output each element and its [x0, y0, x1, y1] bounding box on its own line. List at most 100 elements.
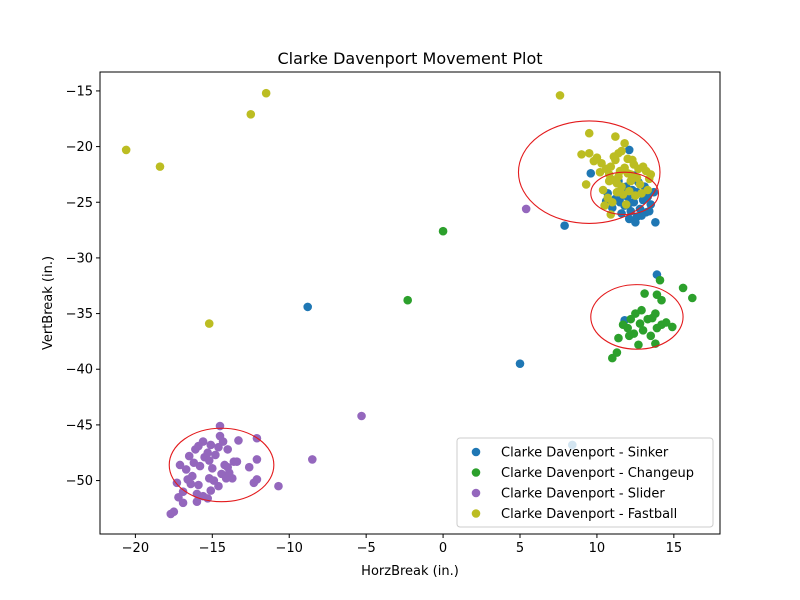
data-point	[189, 458, 199, 468]
data-point	[618, 320, 628, 330]
data-point	[611, 132, 620, 141]
data-point	[624, 186, 634, 196]
data-point	[234, 436, 243, 445]
y-tick-label: −15	[66, 84, 93, 99]
data-point	[624, 145, 634, 155]
legend-marker	[471, 509, 481, 518]
y-axis: −15 −20 −25 −30 −35 −40 −45 −50	[66, 84, 100, 489]
data-point	[678, 283, 688, 293]
y-tick-label: −45	[66, 418, 93, 433]
data-point	[261, 88, 271, 98]
x-tick-label: −20	[122, 541, 149, 556]
y-tick-label: −20	[66, 140, 93, 155]
data-point	[175, 460, 185, 470]
data-point	[218, 437, 228, 446]
data-point	[595, 167, 605, 177]
data-point	[643, 185, 652, 195]
data-point	[651, 309, 660, 318]
data-point	[303, 302, 312, 312]
data-point	[308, 455, 317, 464]
series-1	[403, 226, 697, 363]
data-point	[515, 359, 525, 368]
legend-entry: Clarke Davenport - Fastball	[501, 507, 677, 522]
data-point	[621, 200, 631, 209]
data-point	[646, 331, 656, 341]
data-point	[246, 110, 256, 119]
legend: Clarke Davenport - Sinker Clarke Davenpor…	[456, 437, 714, 528]
data-point	[172, 478, 182, 488]
data-point	[581, 180, 591, 189]
data-point	[215, 421, 225, 431]
x-tick-label: −5	[357, 541, 376, 556]
data-point	[555, 91, 565, 100]
series-3	[121, 88, 656, 328]
data-point	[609, 152, 619, 161]
data-point	[244, 462, 254, 472]
data-point	[652, 290, 662, 299]
data-point	[274, 481, 283, 491]
data-point	[208, 464, 217, 473]
data-point	[209, 476, 219, 485]
x-tick-label: 0	[439, 541, 447, 556]
y-tick-label: −40	[66, 363, 93, 378]
legend-marker	[471, 468, 481, 477]
data-point	[600, 201, 609, 210]
data-point	[204, 456, 214, 465]
data-point	[183, 475, 192, 484]
data-point	[651, 217, 660, 227]
data-point	[121, 145, 131, 155]
data-point	[661, 318, 671, 327]
x-axis: −20 −15 −10 −5 0 5 10 15	[122, 534, 682, 556]
data-point	[204, 319, 214, 328]
data-point	[623, 154, 632, 164]
data-point	[617, 209, 626, 218]
data-point	[626, 170, 636, 179]
data-point	[357, 411, 366, 421]
data-point	[403, 295, 412, 305]
x-tick-label: 5	[516, 541, 524, 556]
legend-marker	[471, 488, 481, 498]
data-point	[166, 509, 176, 519]
legend-entry: Clarke Davenport - Sinker	[501, 446, 669, 461]
data-point	[203, 448, 212, 458]
data-point	[521, 204, 531, 214]
data-point	[589, 156, 599, 166]
legend-entry: Clarke Davenport - Changeup	[501, 466, 694, 481]
data-point	[584, 148, 594, 158]
cluster-ellipse	[517, 120, 661, 224]
data-point	[626, 314, 636, 324]
data-point	[608, 197, 617, 207]
data-point	[604, 176, 614, 186]
data-point	[638, 325, 648, 335]
cluster-ellipse	[590, 284, 684, 350]
y-tick-label: −35	[66, 307, 93, 322]
data-point	[252, 455, 262, 464]
data-point	[586, 169, 596, 178]
data-point	[646, 170, 656, 179]
data-point	[232, 457, 242, 466]
chart-title: Clarke Davenport Movement Plot	[277, 49, 542, 68]
data-point	[635, 180, 645, 189]
legend-box	[456, 437, 714, 528]
legend-entry: Clarke Davenport - Slider	[501, 487, 665, 502]
cluster-ellipse	[590, 171, 660, 216]
data-point	[615, 166, 625, 176]
axes-frame	[99, 71, 721, 535]
x-tick-label: −10	[276, 541, 303, 556]
plot-area	[121, 88, 697, 519]
y-axis-label: VertBreak (in.)	[41, 256, 56, 350]
data-point	[634, 164, 643, 174]
data-point	[614, 333, 623, 343]
data-point	[181, 465, 191, 474]
data-point	[617, 146, 626, 156]
data-point	[655, 275, 665, 285]
data-point	[629, 329, 639, 338]
y-tick-label: −25	[66, 196, 93, 211]
x-tick-label: 10	[589, 541, 606, 556]
data-point	[194, 480, 203, 490]
data-point	[223, 445, 232, 454]
data-point	[646, 200, 656, 209]
y-tick-label: −50	[66, 474, 93, 489]
data-point	[598, 185, 608, 195]
